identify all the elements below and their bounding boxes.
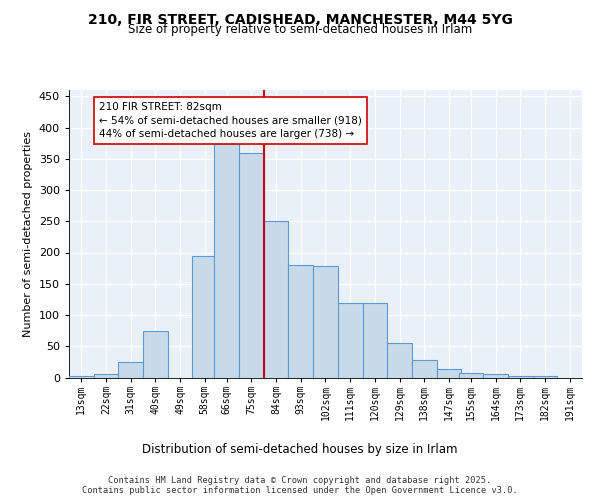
Bar: [214, 143, 239, 378]
Bar: [338, 302, 362, 378]
Bar: [118, 362, 143, 378]
Text: Distribution of semi-detached houses by size in Irlam: Distribution of semi-detached houses by …: [142, 442, 458, 456]
Bar: [193, 256, 217, 378]
Bar: [264, 221, 289, 378]
Bar: [239, 152, 264, 378]
Bar: [362, 302, 387, 378]
Bar: [69, 376, 94, 378]
Bar: [387, 343, 412, 378]
Bar: [412, 360, 437, 378]
Y-axis label: Number of semi-detached properties: Number of semi-detached properties: [23, 130, 33, 337]
Bar: [313, 266, 338, 378]
Bar: [437, 370, 461, 378]
Bar: [143, 330, 168, 378]
Bar: [483, 374, 508, 378]
Text: 210 FIR STREET: 82sqm
← 54% of semi-detached houses are smaller (918)
44% of sem: 210 FIR STREET: 82sqm ← 54% of semi-deta…: [99, 102, 362, 139]
Bar: [533, 376, 557, 378]
Text: Contains HM Land Registry data © Crown copyright and database right 2025.
Contai: Contains HM Land Registry data © Crown c…: [82, 476, 518, 495]
Bar: [94, 374, 118, 378]
Bar: [508, 376, 533, 378]
Bar: [289, 265, 313, 378]
Text: Size of property relative to semi-detached houses in Irlam: Size of property relative to semi-detach…: [128, 22, 472, 36]
Bar: [458, 372, 483, 378]
Text: 210, FIR STREET, CADISHEAD, MANCHESTER, M44 5YG: 210, FIR STREET, CADISHEAD, MANCHESTER, …: [88, 12, 512, 26]
